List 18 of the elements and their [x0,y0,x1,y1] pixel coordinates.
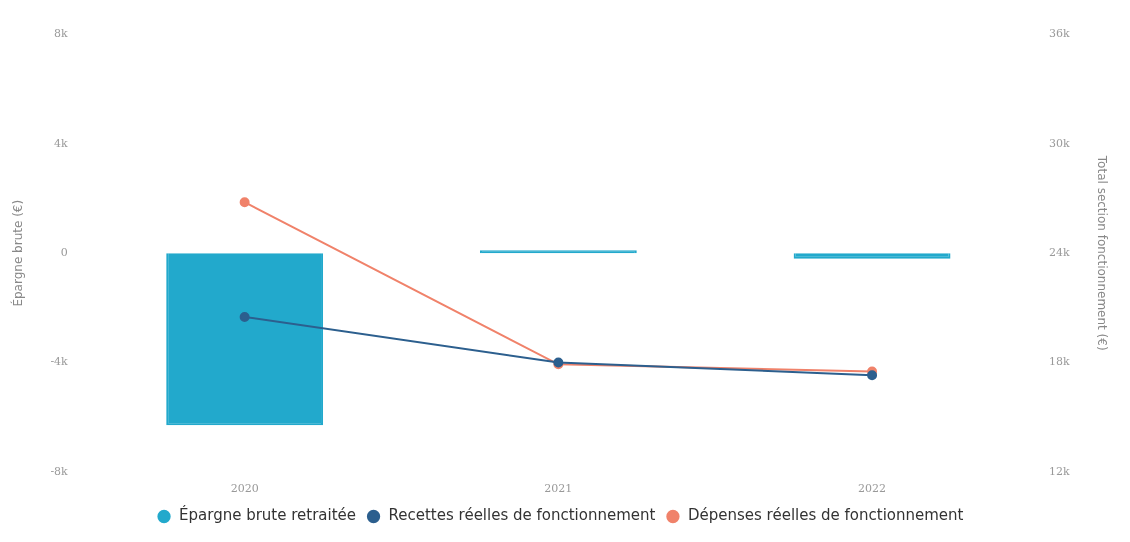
y-tick-label: 4k [54,136,69,150]
y-tick-label: 0 [60,246,68,260]
y-tick-label: -8k [50,464,69,478]
y2-tick-label: 30k [1048,136,1070,150]
legend-label: Dépenses réelles de fonctionnement [687,506,964,525]
x-tick-label: 2020 [230,482,259,496]
y2-tick-label: 36k [1048,27,1070,41]
x-tick-label: 2022 [858,482,887,496]
y2-tick-label: 12k [1048,464,1070,478]
y2-tick-label: 24k [1048,246,1070,260]
y2-axis-title: Total section fonctionnement (€) [1094,154,1109,351]
y-axis-title: Épargne brute (€) [10,199,26,307]
y2-tick-label: 18k [1048,355,1070,369]
y-tick-label: 8k [54,27,69,41]
x-tick-label: 2021 [544,482,573,496]
y-tick-label: -4k [50,355,69,369]
legend-label: Épargne brute retraitée [179,505,357,525]
legend-label: Recettes réelles de fonctionnement [388,506,656,525]
